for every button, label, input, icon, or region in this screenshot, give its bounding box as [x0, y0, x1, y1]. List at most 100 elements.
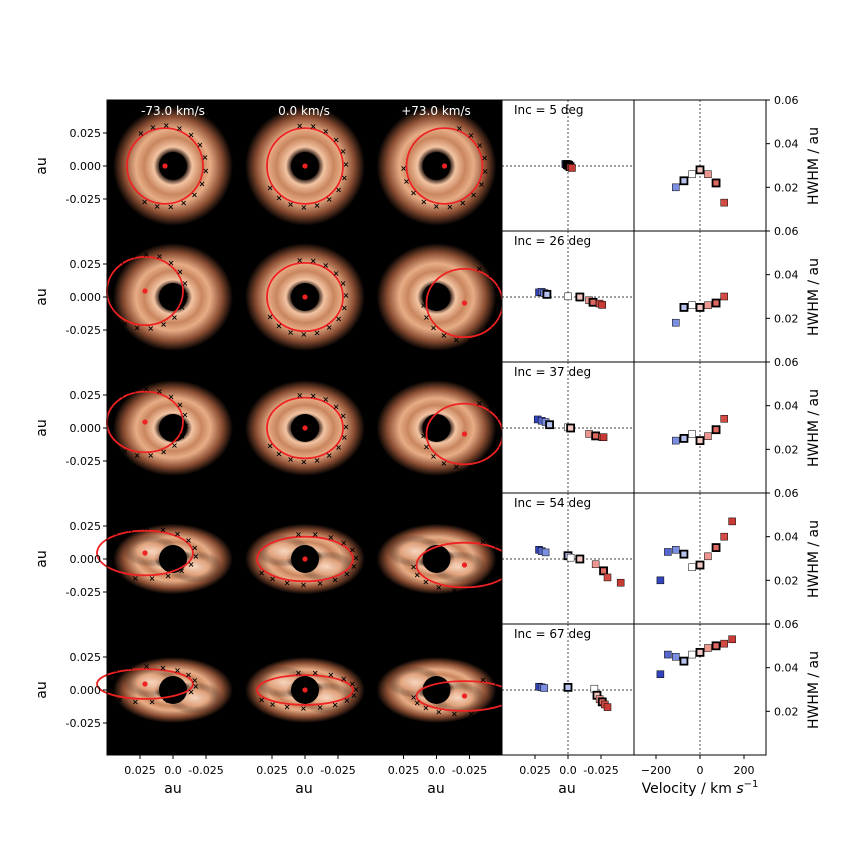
ellipse-center: [302, 163, 308, 169]
x-tick-label: -0.025: [583, 764, 618, 777]
ridge-marker: ×: [314, 201, 321, 210]
hwhm-point: [704, 432, 712, 440]
ridge-marker: ×: [476, 141, 483, 150]
ridge-marker: ×: [494, 542, 501, 551]
image-ylabel: au: [34, 419, 50, 436]
ridge-marker: ×: [440, 331, 447, 340]
y-tick-label: 0.000: [70, 422, 102, 435]
central-occulter: [159, 152, 187, 180]
x-tick-label: −200: [641, 764, 671, 777]
ridge-marker: ×: [167, 202, 174, 211]
hwhm-point: [720, 198, 728, 207]
ridge-marker: ×: [112, 666, 119, 675]
hwhm-point: [711, 543, 721, 552]
centroid-point: [575, 292, 585, 302]
hwhm-tick-label: 0.02: [774, 574, 799, 587]
y-tick-label: -0.025: [66, 193, 101, 206]
central-occulter: [422, 152, 451, 180]
ridge-marker: ×: [177, 268, 184, 277]
ridge-marker: ×: [182, 291, 189, 300]
ridge-marker: ×: [332, 575, 339, 584]
ridge-marker: ×: [188, 131, 195, 140]
inclination-label: Inc = 37 deg: [514, 365, 591, 379]
hwhm-point: [711, 641, 721, 651]
hwhm-point: [695, 303, 705, 312]
centroid-point: [563, 682, 573, 692]
ridge-marker: ×: [127, 525, 134, 534]
y-tick-label: -0.025: [66, 455, 101, 468]
ridge-marker: ×: [143, 524, 150, 533]
ridge-marker: ×: [165, 572, 172, 581]
ridge-marker: ×: [141, 197, 148, 206]
hwhm-tick-label: 0.06: [774, 356, 799, 369]
ellipse-center: [302, 687, 308, 693]
ridge-marker: ×: [435, 707, 442, 716]
ridge-marker: ×: [322, 395, 329, 404]
ridge-marker: ×: [476, 264, 483, 273]
ridge-marker: ×: [267, 183, 274, 192]
ridge-marker: ×: [177, 401, 184, 410]
velocity-xlabel: Velocity / km s−1: [642, 779, 759, 797]
ridge-marker: ×: [480, 675, 487, 684]
ridge-marker: ×: [191, 190, 198, 199]
ridge-marker: ×: [310, 391, 317, 400]
central-occulter: [422, 676, 451, 704]
y-tick-label: 0.025: [70, 127, 102, 140]
centroid-point: [591, 560, 600, 569]
hwhm-tick-label: 0.02: [774, 312, 799, 325]
ridge-marker: ×: [147, 451, 154, 460]
x-tick-label: 200: [734, 764, 755, 777]
ridge-marker: ×: [410, 693, 417, 702]
ridge-marker: ×: [296, 391, 303, 400]
ridge-marker: ×: [163, 121, 170, 130]
ridge-marker: ×: [410, 189, 417, 198]
ridge-marker: ×: [420, 432, 427, 441]
ridge-marker: ×: [343, 570, 350, 579]
centroid-point: [598, 301, 606, 309]
ridge-marker: ×: [479, 460, 486, 469]
hwhm-point: [720, 415, 728, 423]
ridge-marker: ×: [470, 191, 477, 200]
y-tick-label: 0.000: [70, 684, 102, 697]
ridge-marker: ×: [300, 457, 307, 466]
ridge-marker: ×: [317, 703, 324, 712]
centroid-point: [603, 573, 612, 582]
ridge-marker: ×: [143, 662, 150, 671]
hwhm-tick-label: 0.02: [774, 443, 799, 456]
ridge-marker: ×: [185, 671, 192, 680]
x-tick-label: -0.025: [320, 764, 355, 777]
ridge-marker: ×: [353, 554, 360, 563]
ellipse-center: [142, 419, 148, 425]
centroid-point: [616, 578, 625, 587]
ridge-marker: ×: [160, 448, 167, 457]
hwhm-point: [695, 647, 705, 657]
ridge-marker: ×: [440, 459, 447, 468]
centroid-xlabel: au: [558, 781, 575, 797]
centroid-point: [566, 553, 575, 562]
ridge-marker: ×: [130, 251, 137, 260]
hwhm-tick-label: 0.06: [774, 618, 799, 631]
ridge-marker: ×: [414, 699, 421, 708]
hwhm-point: [688, 170, 696, 178]
ridge-marker: ×: [176, 124, 183, 133]
ridge-marker: ×: [179, 432, 186, 441]
ridge-marker: ×: [341, 433, 348, 442]
x-tick-label: -0.025: [452, 764, 487, 777]
x-tick-label: 0.0: [164, 764, 182, 777]
hwhm-point: [704, 644, 712, 652]
ridge-marker: ×: [112, 529, 119, 538]
y-tick-label: 0.000: [70, 160, 102, 173]
central-occulter: [422, 545, 451, 573]
ridge-marker: ×: [468, 710, 475, 719]
ellipse-center: [142, 550, 148, 556]
ridge-marker: ×: [420, 301, 427, 310]
ridge-marker: ×: [312, 669, 319, 678]
ellipse-center: [302, 556, 308, 562]
disk-panel: ××××××××××××××: [96, 657, 233, 723]
ridge-marker: ×: [451, 709, 458, 718]
velocity-label-2: +73.0 km/s: [401, 104, 471, 118]
ridge-marker: ×: [147, 324, 154, 333]
ridge-marker: ×: [258, 568, 265, 577]
ellipse-center: [441, 163, 448, 169]
